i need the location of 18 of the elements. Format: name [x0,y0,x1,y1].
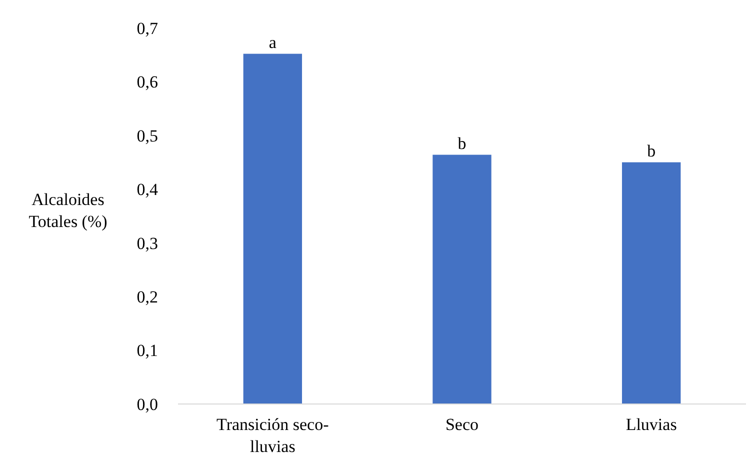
y-tick-label: 0,5 [136,126,158,146]
annotation: b [647,141,656,160]
y-tick-label: 0,0 [136,394,158,414]
annotation: a [268,32,277,52]
y-tick-label: 0,6 [136,72,158,92]
x-tick-label: Seco [445,415,479,434]
y-tick-label: 0,3 [136,234,158,253]
annotation: b [458,134,466,153]
bar [432,154,492,404]
y-axis-title: Alcaloides Totales (%) [28,190,108,231]
y-tick-label: 0,1 [136,341,158,360]
bar [622,162,681,404]
y-tick-label: 0,2 [136,288,158,307]
bar [243,54,302,404]
x-tick-label: Transición seco-lluvias [216,415,330,456]
y-tick-label: 0,4 [136,180,158,200]
y-tick-label: 0,7 [136,18,158,38]
x-tick-label: Lluvias [626,415,677,434]
